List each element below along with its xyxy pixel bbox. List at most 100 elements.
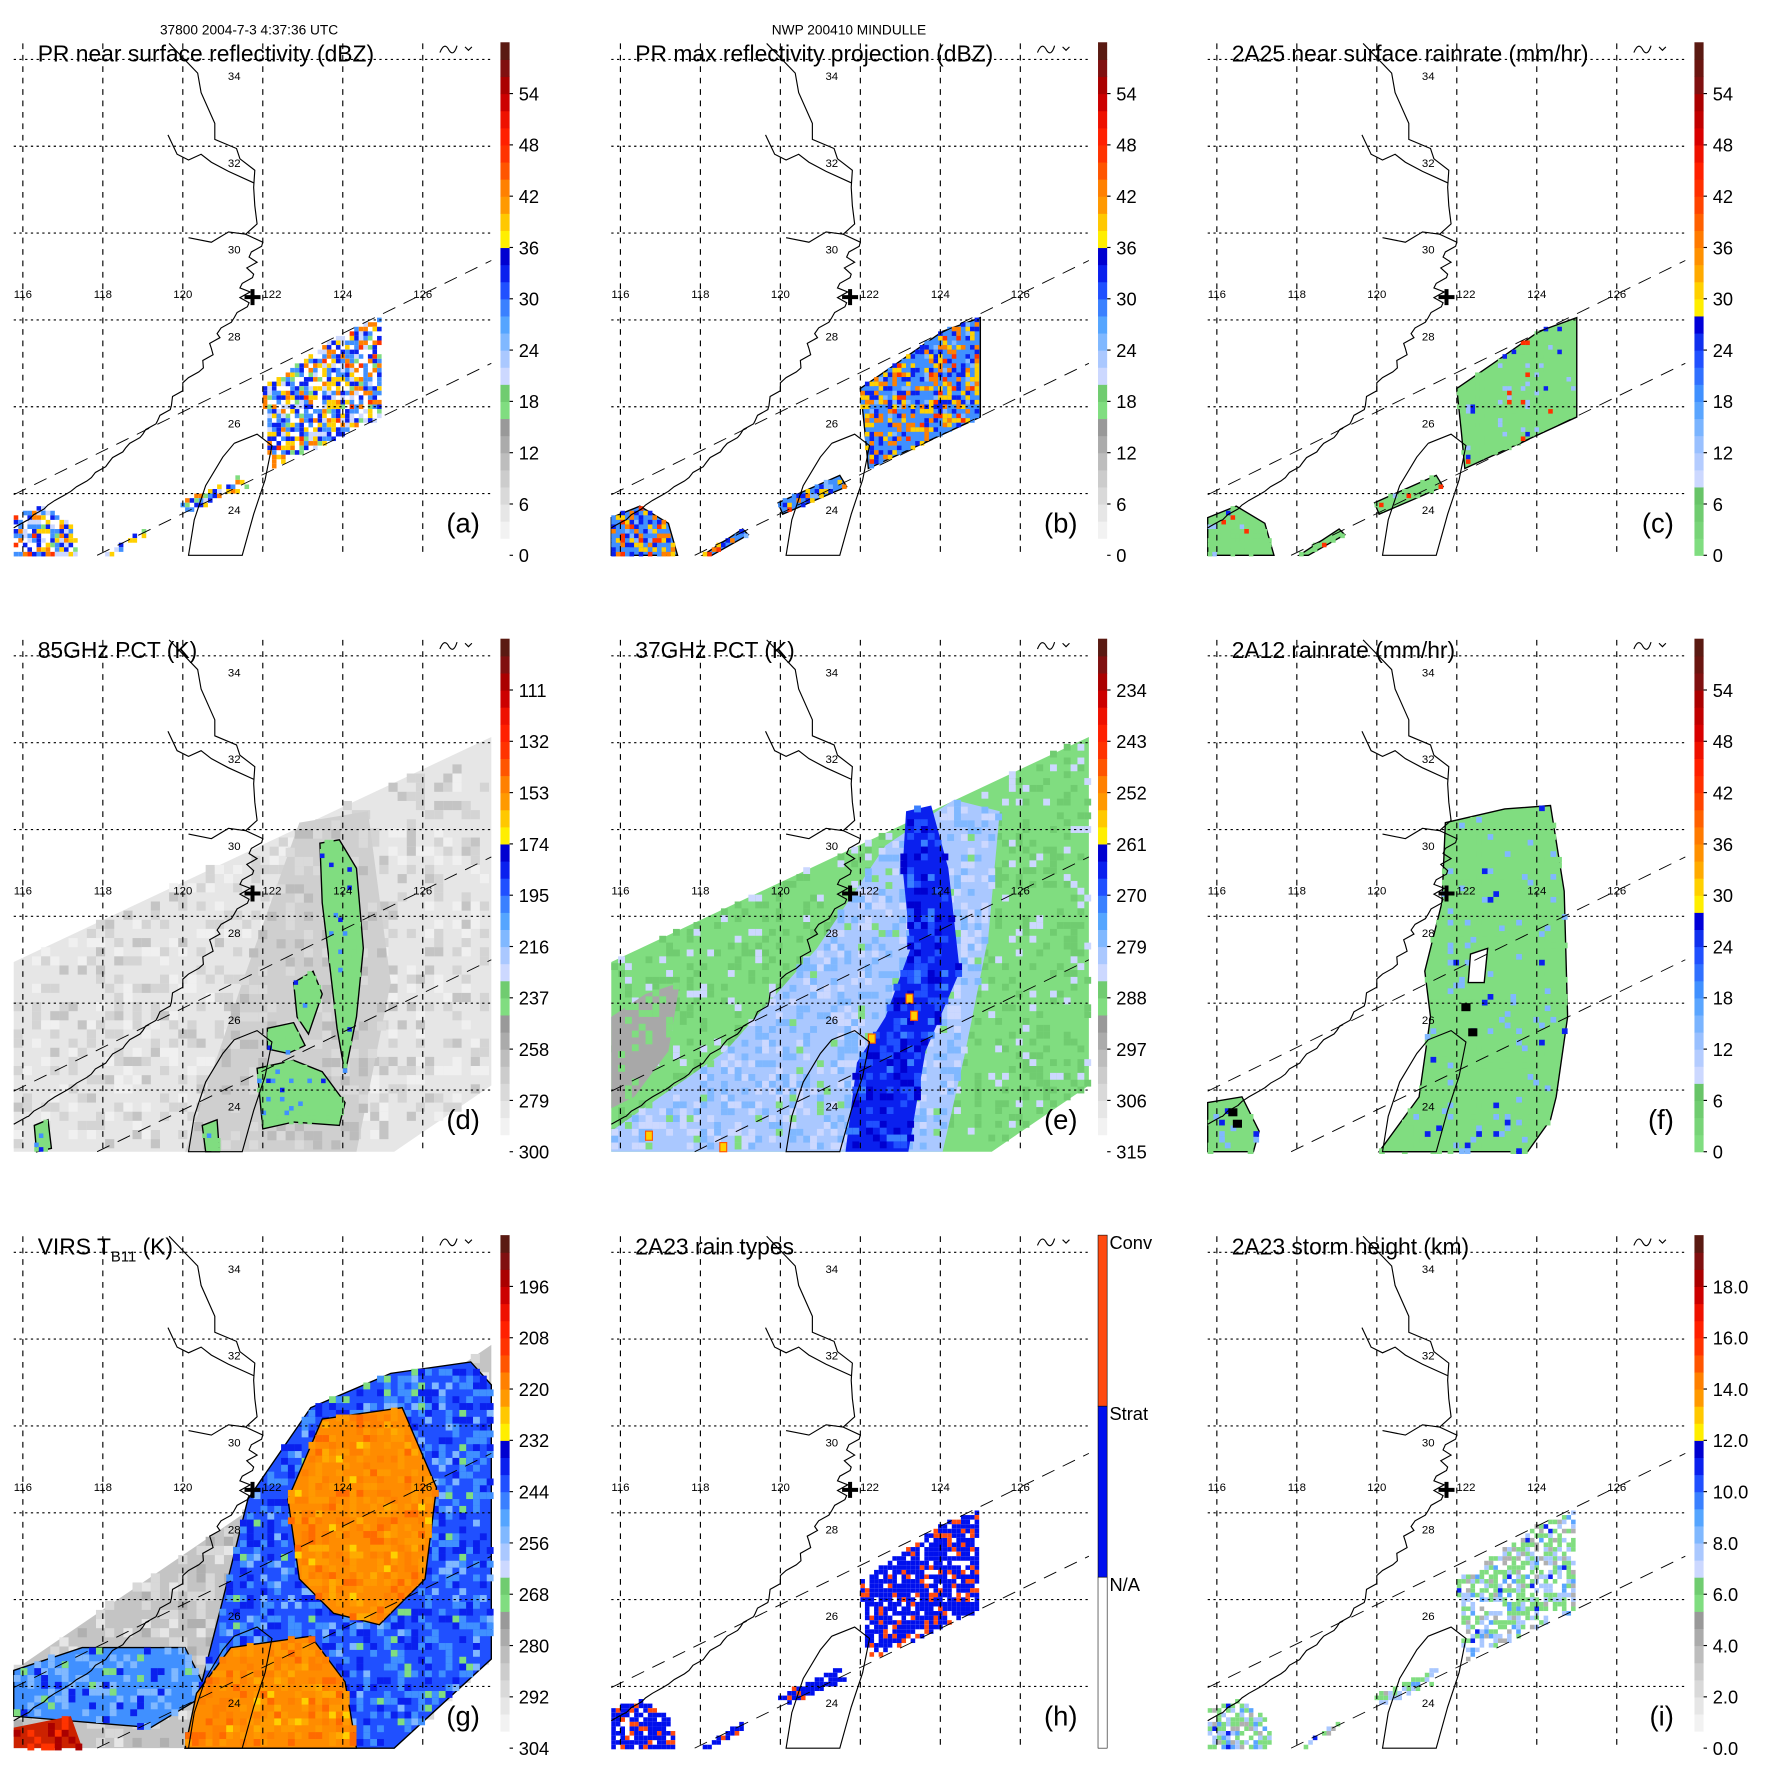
data-pixel: [1022, 922, 1030, 929]
data-pixel: [762, 1039, 769, 1047]
data-pixel: [324, 899, 330, 904]
data-pixel: [363, 381, 368, 387]
data-pixel: [915, 358, 920, 364]
data-pixel: [906, 422, 911, 428]
data-pixel: [914, 805, 921, 813]
data-pixel: [356, 935, 362, 941]
data-pixel: [1556, 976, 1562, 983]
data-pixel: [321, 1110, 326, 1116]
data-pixel: [470, 837, 480, 847]
data-pixel: [879, 1093, 887, 1101]
data-pixel: [748, 1060, 756, 1068]
data-pixel: [645, 983, 653, 991]
data-pixel: [1430, 1028, 1437, 1035]
data-pixel: [43, 1124, 48, 1129]
data-pixel: [349, 422, 355, 428]
data-pixel: [285, 847, 295, 857]
data-pixel: [659, 976, 667, 984]
data-pixel: [95, 1609, 106, 1620]
data-pixel: [187, 883, 197, 893]
data-pixel: [907, 956, 915, 964]
data-pixel: [887, 372, 893, 378]
data-pixel: [1430, 1039, 1437, 1046]
data-pixel: [114, 947, 124, 957]
data-pixel: [1488, 413, 1494, 419]
data-pixel: [347, 912, 352, 918]
colorbar-segment: [1098, 997, 1108, 1016]
colorbar-segment: [500, 76, 510, 95]
data-pixel: [1022, 867, 1030, 875]
data-pixel: [326, 372, 332, 378]
data-pixel: [367, 331, 373, 336]
data-pixel: [860, 390, 865, 396]
data-pixel: [693, 1128, 701, 1136]
longitude-label: 116: [14, 886, 32, 898]
data-pixel: [379, 1120, 389, 1131]
data-pixel: [1476, 828, 1482, 835]
data-pixel: [262, 399, 268, 405]
data-pixel: [910, 445, 916, 451]
data-pixel: [36, 547, 42, 552]
data-pixel: [185, 507, 190, 512]
latitude-label: 34: [825, 667, 838, 679]
data-pixel: [1413, 1125, 1420, 1132]
data-pixel: [851, 1060, 859, 1068]
data-pixel: [1436, 1131, 1442, 1137]
data-pixel: [878, 854, 886, 862]
data-pixel: [118, 547, 124, 552]
data-pixel: [858, 991, 865, 999]
data-pixel: [1441, 1062, 1448, 1069]
data-pixel: [1459, 971, 1465, 977]
data-pixel: [886, 1004, 894, 1012]
data-pixel: [1043, 778, 1051, 785]
data-pixel: [866, 1093, 873, 1101]
data-pixel: [1571, 340, 1576, 346]
data-pixel: [611, 533, 616, 539]
data-pixel: [266, 1083, 271, 1088]
data-pixel: [960, 409, 966, 414]
data-pixel: [892, 377, 897, 382]
panel-title: 85GHz PCT (K): [38, 637, 198, 663]
data-pixel: [1029, 853, 1037, 861]
data-pixel: [187, 983, 197, 993]
data-pixel: [132, 538, 138, 543]
data-pixel: [479, 874, 490, 884]
data-pixel: [379, 919, 389, 929]
data-pixel: [452, 919, 462, 929]
data-pixel: [965, 372, 971, 378]
colorbar-tick-label: 12: [519, 443, 539, 464]
data-pixel: [354, 358, 359, 364]
data-pixel: [68, 1102, 78, 1112]
data-pixel: [308, 390, 314, 396]
data-pixel: [1207, 551, 1213, 557]
data-pixel: [1029, 867, 1037, 875]
data-pixel: [885, 950, 893, 958]
data-pixel: [1479, 454, 1485, 460]
data-pixel: [367, 418, 373, 423]
data-pixel: [1438, 484, 1444, 490]
data-pixel: [782, 963, 790, 971]
data-pixel: [358, 866, 368, 876]
data-pixel: [313, 409, 318, 414]
data-pixel: [672, 1101, 680, 1109]
data-pixel: [907, 867, 915, 875]
data-pixel: [933, 1053, 941, 1061]
colorbar-tick-label: 30: [519, 289, 539, 310]
data-pixel: [919, 1115, 927, 1123]
data-pixel: [947, 367, 952, 373]
colorbar-tick-label: 12: [1116, 443, 1136, 464]
data-pixel: [1516, 954, 1522, 960]
data-pixel: [349, 409, 355, 414]
data-pixel: [1499, 1016, 1505, 1023]
data-pixel: [1447, 976, 1454, 983]
data-pixel: [1056, 798, 1064, 806]
data-pixel: [1521, 959, 1528, 966]
data-pixel: [652, 542, 657, 548]
data-pixel: [928, 377, 934, 382]
data-pixel: [1063, 743, 1071, 751]
data-pixel: [700, 1094, 708, 1102]
data-pixel: [36, 538, 42, 543]
data-pixel: [810, 1026, 817, 1033]
data-pixel: [461, 1020, 471, 1030]
storm-center-cross-icon: [244, 885, 261, 902]
